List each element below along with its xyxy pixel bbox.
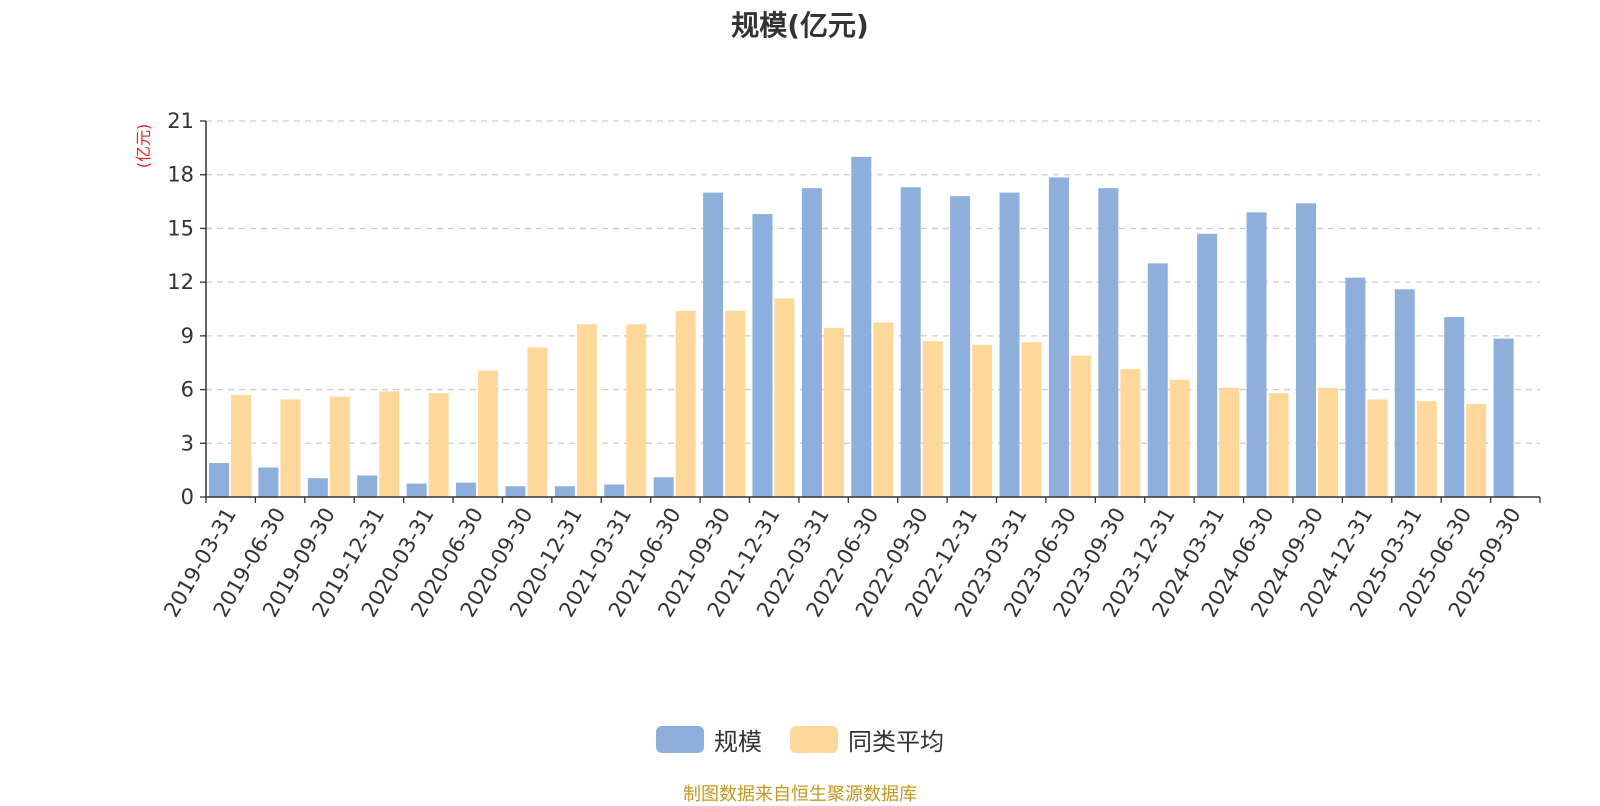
bar-scale [653, 477, 674, 497]
bar-peer-average [1169, 379, 1190, 497]
bar-scale [1147, 263, 1168, 497]
y-tick-label: 12 [167, 270, 194, 294]
bar-peer-average [922, 341, 943, 497]
bar-scale [1048, 177, 1069, 497]
y-tick-label: 6 [181, 378, 194, 402]
bar-peer-average [823, 327, 844, 497]
source-note: 制图数据来自恒生聚源数据库 [683, 784, 917, 805]
y-axis-title: (亿元) [134, 124, 153, 169]
bar-scale [604, 484, 625, 497]
y-tick-label: 0 [181, 485, 194, 509]
bar-scale [1444, 317, 1465, 497]
bar-scale [1345, 277, 1366, 497]
bar-scale [900, 187, 921, 497]
chart-title: 规模(亿元) [731, 9, 869, 42]
bar-scale [752, 214, 773, 497]
legend-swatch-peer-average [790, 726, 838, 753]
bar-scale [307, 478, 328, 497]
bar-peer-average [379, 391, 400, 497]
bar-peer-average [1021, 342, 1042, 497]
bar-peer-average [428, 393, 449, 497]
y-tick-label: 9 [181, 324, 194, 348]
y-tick-label: 21 [167, 109, 194, 133]
bar-scale [1295, 203, 1316, 497]
axes: 0369121518212019-03-312019-06-302019-09-… [159, 109, 1541, 621]
bar-scale [258, 467, 279, 497]
legend-item-scale[interactable]: 规模 [656, 722, 762, 757]
bar-peer-average [774, 298, 795, 497]
bar-peer-average [576, 324, 597, 497]
bar-peer-average [626, 324, 647, 497]
bar-scale [406, 483, 427, 497]
bar-scale [950, 196, 971, 497]
y-tick-label: 15 [167, 216, 194, 240]
bar-peer-average [1070, 355, 1091, 497]
bar-scale [1394, 289, 1415, 497]
bar-scale [1098, 188, 1119, 497]
bars [209, 156, 1514, 498]
legend-swatch-scale [656, 726, 704, 753]
legend-label-scale: 规模 [714, 728, 762, 756]
bar-scale [999, 192, 1020, 497]
bar-scale [209, 462, 229, 497]
y-tick-label: 18 [167, 163, 194, 187]
bar-peer-average [873, 322, 894, 497]
legend: 规模 同类平均 [0, 722, 1600, 757]
bar-scale [1197, 233, 1218, 498]
bar-peer-average [527, 347, 548, 497]
bar-peer-average [725, 310, 746, 497]
bar-peer-average [231, 394, 251, 497]
bar-peer-average [1317, 387, 1338, 497]
bar-peer-average [478, 370, 499, 497]
bar-scale [1246, 212, 1267, 498]
bar-peer-average [1367, 399, 1388, 497]
bar-peer-average [1219, 387, 1240, 497]
bar-peer-average [280, 399, 301, 497]
legend-item-peer-average[interactable]: 同类平均 [790, 722, 944, 757]
bar-peer-average [1268, 393, 1289, 497]
bar-peer-average [1416, 401, 1437, 497]
bar-peer-average [1466, 403, 1487, 497]
bar-scale [505, 486, 526, 497]
legend-label-peer-average: 同类平均 [848, 728, 944, 756]
bar-scale [554, 486, 575, 497]
grid-lines [206, 120, 1540, 444]
bar-peer-average [675, 310, 696, 497]
bar-scale [456, 482, 477, 497]
bar-scale [357, 475, 378, 497]
y-tick-label: 3 [181, 431, 194, 455]
bar-scale [703, 192, 724, 497]
bar-scale [851, 156, 872, 498]
bar-peer-average [972, 344, 993, 497]
bar-peer-average [1120, 368, 1141, 497]
bar-peer-average [329, 396, 350, 497]
bar-scale [801, 188, 822, 497]
bar-scale [1493, 338, 1514, 497]
